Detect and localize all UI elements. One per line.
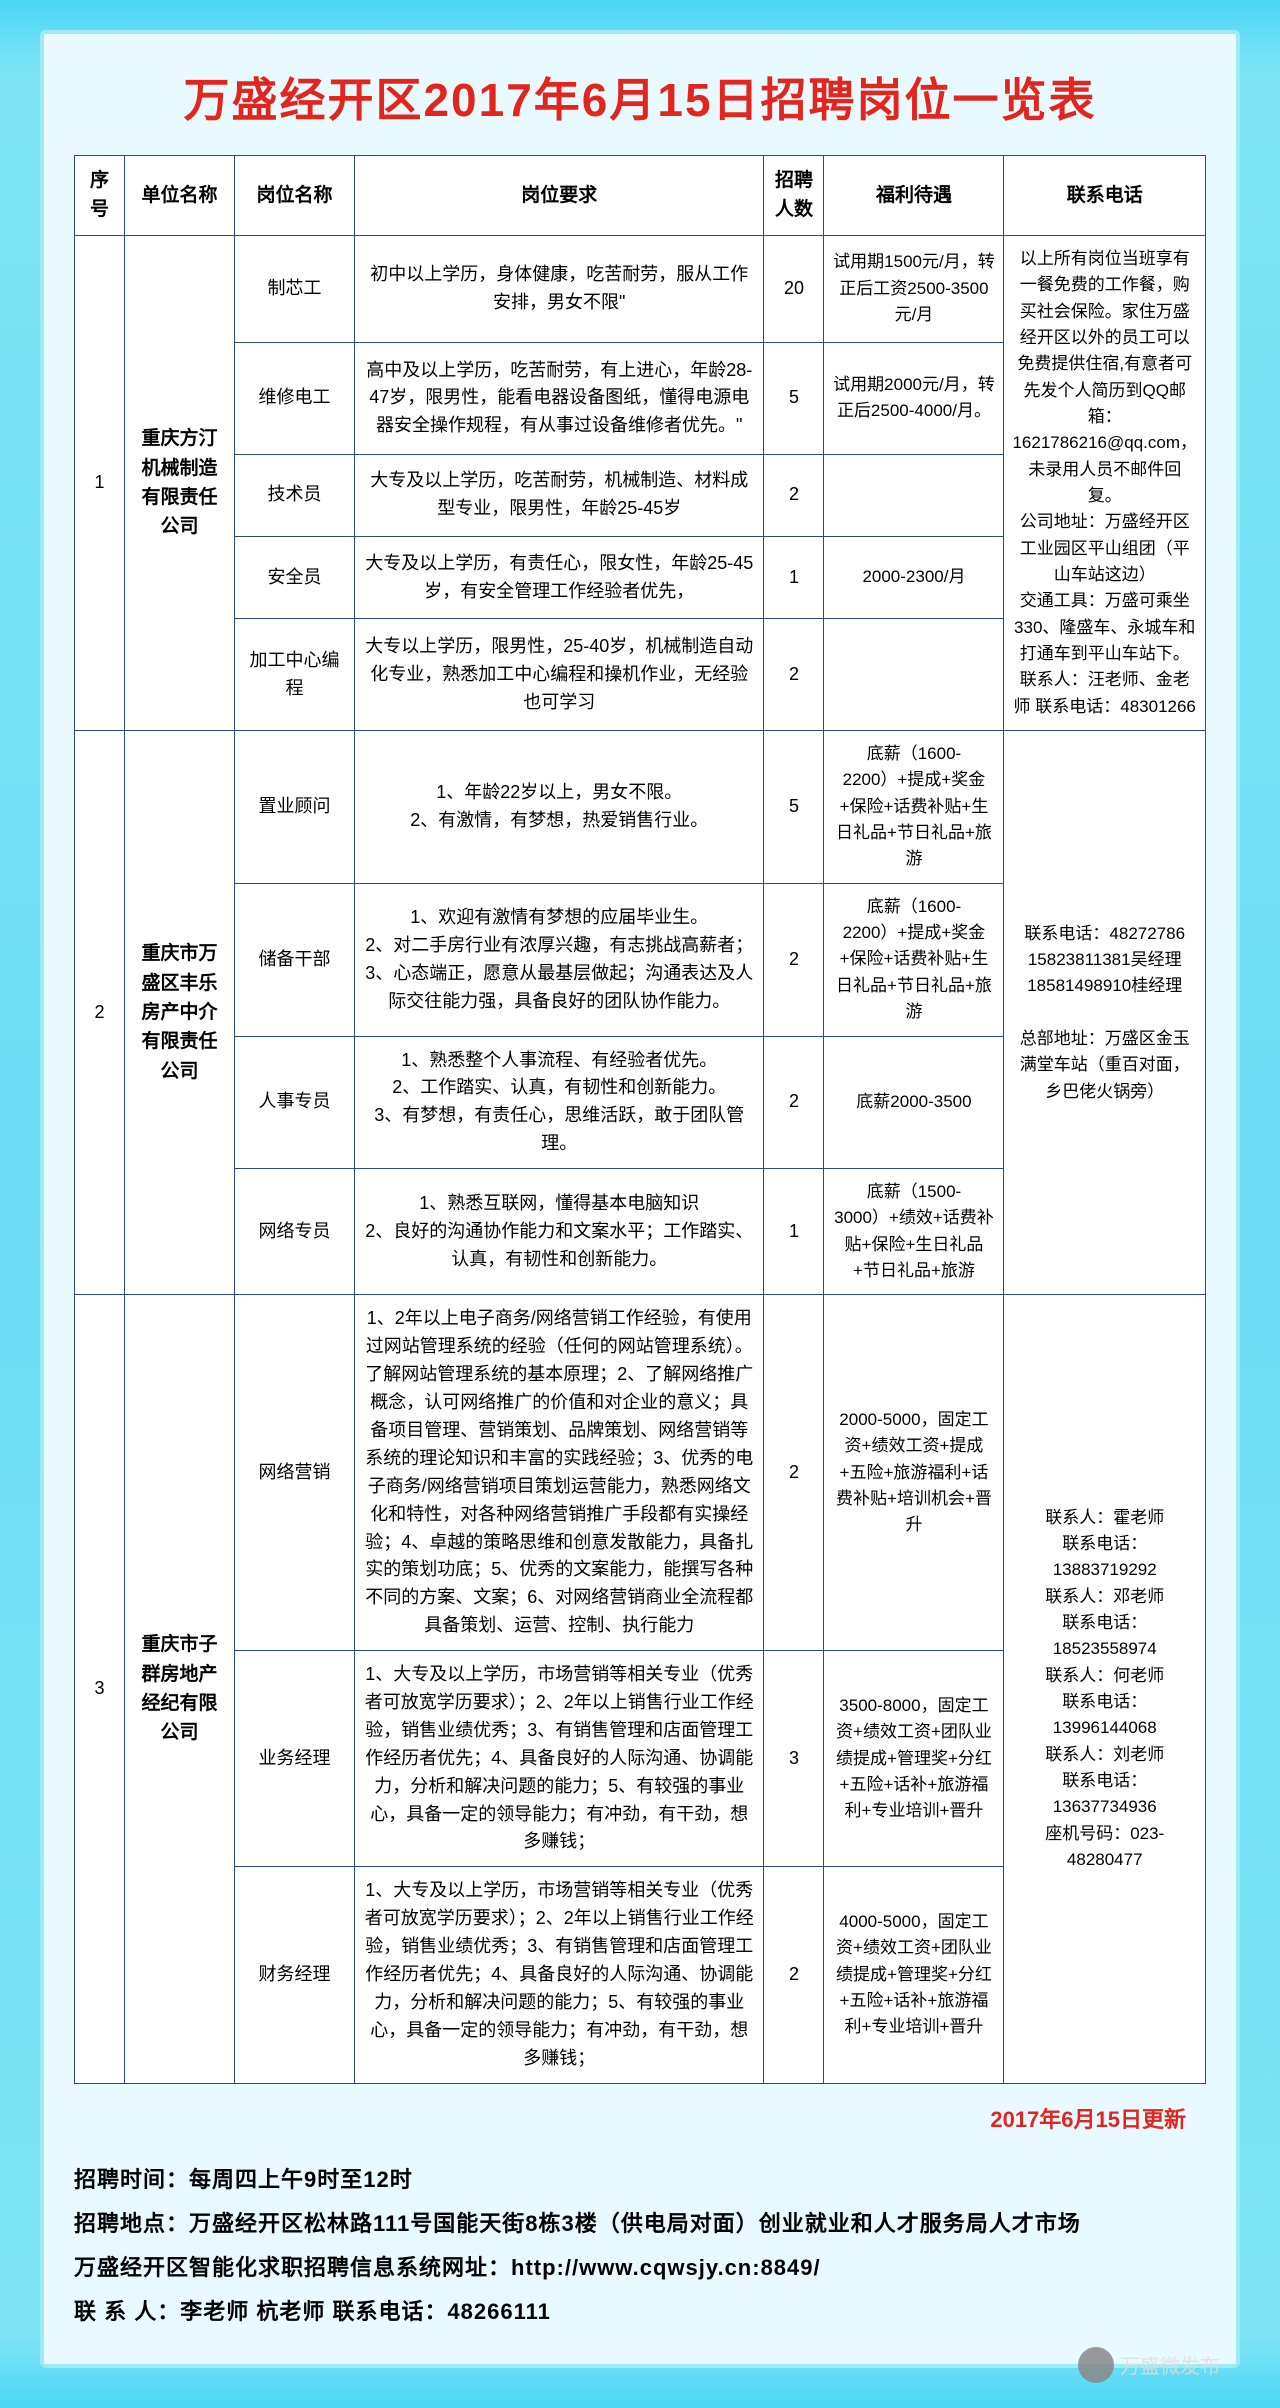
table-row: 2重庆市万盛区丰乐房产中介有限责任公司置业顾问1、年龄22岁以上，男女不限。 2…: [75, 731, 1206, 884]
cell-position: 业务经理: [235, 1651, 355, 1867]
cell-requirement: 大专及以上学历，有责任心，限女性，年龄25-45岁，有安全管理工作经验者优先，: [355, 536, 764, 618]
cell-benefit: 底薪（1600-2200）+提成+奖金+保险+话费补贴+生日礼品+节日礼品+旅游: [824, 731, 1004, 884]
col-benefit: 福利待遇: [824, 156, 1004, 236]
cell-requirement: 1、年龄22岁以上，男女不限。 2、有激情，有梦想，热爱销售行业。: [355, 731, 764, 884]
cell-benefit: 底薪2000-3500: [824, 1036, 1004, 1169]
col-contact: 联系电话: [1004, 156, 1206, 236]
cell-company: 重庆市子群房地产经纪有限公司: [125, 1295, 235, 2083]
cell-position: 置业顾问: [235, 731, 355, 884]
cell-benefit: 2000-5000，固定工资+绩效工资+提成+五险+旅游福利+话费补贴+培训机会…: [824, 1295, 1004, 1651]
col-no: 序号: [75, 156, 125, 236]
job-table: 序号 单位名称 岗位名称 岗位要求 招聘人数 福利待遇 联系电话 1重庆方汀机械…: [74, 155, 1206, 2084]
cell-no: 3: [75, 1295, 125, 2083]
cell-position: 网络营销: [235, 1295, 355, 1651]
poster-container: 万盛经开区2017年6月15日招聘岗位一览表 序号 单位名称 岗位名称 岗位要求…: [40, 30, 1240, 2368]
cell-position: 制芯工: [235, 235, 355, 342]
cell-count: 20: [764, 235, 824, 342]
table-row: 1重庆方汀机械制造有限责任公司制芯工初中以上学历，身体健康，吃苦耐劳，服从工作安…: [75, 235, 1206, 342]
footer-line: 联 系 人：李老师 杭老师 联系电话：48266111: [74, 2290, 1206, 2334]
footer-line: 招聘地点：万盛经开区松林路111号国能天街8栋3楼（供电局对面）创业就业和人才服…: [74, 2202, 1206, 2246]
cell-count: 2: [764, 883, 824, 1036]
col-position: 岗位名称: [235, 156, 355, 236]
cell-position: 技术员: [235, 454, 355, 536]
cell-position: 人事专员: [235, 1036, 355, 1169]
cell-count: 2: [764, 454, 824, 536]
cell-count: 1: [764, 1169, 824, 1295]
cell-requirement: 1、熟悉整个人事流程、有经验者优先。 2、工作踏实、认真，有韧性和创新能力。 3…: [355, 1036, 764, 1169]
cell-position: 储备干部: [235, 883, 355, 1036]
cell-no: 1: [75, 235, 125, 730]
cell-requirement: 1、2年以上电子商务/网络营销工作经验，有使用过网站管理系统的经验（任何的网站管…: [355, 1295, 764, 1651]
cell-requirement: 大专以上学历，限男性，25-40岁，机械制造自动化专业，熟悉加工中心编程和操机作…: [355, 619, 764, 731]
cell-requirement: 大专及以上学历，吃苦耐劳，机械制造、材料成型专业，限男性，年龄25-45岁: [355, 454, 764, 536]
cell-count: 1: [764, 536, 824, 618]
cell-count: 2: [764, 619, 824, 731]
footer-info: 招聘时间：每周四上午9时至12时 招聘地点：万盛经开区松林路111号国能天街8栋…: [74, 2158, 1206, 2334]
cell-requirement: 初中以上学历，身体健康，吃苦耐劳，服从工作安排，男女不限": [355, 235, 764, 342]
cell-company: 重庆方汀机械制造有限责任公司: [125, 235, 235, 730]
cell-requirement: 1、大专及以上学历，市场营销等相关专业（优秀者可放宽学历要求）；2、2年以上销售…: [355, 1651, 764, 1867]
cell-benefit: 底薪（1500-3000）+绩效+话费补贴+保险+生日礼品+节日礼品+旅游: [824, 1169, 1004, 1295]
cell-contact: 联系电话：48272786 15823811381吴经理 18581498910…: [1004, 731, 1206, 1295]
update-note: 2017年6月15日更新: [74, 2102, 1186, 2134]
cell-count: 2: [764, 1867, 824, 2083]
cell-benefit: 试用期2000元/月，转正后2500-4000/月。: [824, 342, 1004, 454]
cell-contact: 联系人：霍老师 联系电话：13883719292 联系人：邓老师 联系电话：18…: [1004, 1295, 1206, 2083]
cell-position: 维修电工: [235, 342, 355, 454]
col-requirement: 岗位要求: [355, 156, 764, 236]
cell-benefit: 底薪（1600-2200）+提成+奖金+保险+话费补贴+生日礼品+节日礼品+旅游: [824, 883, 1004, 1036]
cell-benefit: 试用期1500元/月，转正后工资2500-3500元/月: [824, 235, 1004, 342]
cell-benefit: [824, 454, 1004, 536]
cell-count: 3: [764, 1651, 824, 1867]
table-row: 3重庆市子群房地产经纪有限公司网络营销1、2年以上电子商务/网络营销工作经验，有…: [75, 1295, 1206, 1651]
cell-position: 安全员: [235, 536, 355, 618]
page-title: 万盛经开区2017年6月15日招聘岗位一览表: [74, 64, 1206, 130]
wechat-watermark: 万盛微发布: [1078, 2347, 1220, 2383]
col-company: 单位名称: [125, 156, 235, 236]
cell-benefit: 2000-2300/月: [824, 536, 1004, 618]
footer-line: 招聘时间：每周四上午9时至12时: [74, 2158, 1206, 2202]
cell-requirement: 1、欢迎有激情有梦想的应届毕业生。 2、对二手房行业有浓厚兴趣，有志挑战高薪者；…: [355, 883, 764, 1036]
wechat-icon: [1078, 2347, 1114, 2383]
table-header-row: 序号 单位名称 岗位名称 岗位要求 招聘人数 福利待遇 联系电话: [75, 156, 1206, 236]
cell-position: 财务经理: [235, 1867, 355, 2083]
footer-line: 万盛经开区智能化求职招聘信息系统网址：http://www.cqwsjy.cn:…: [74, 2246, 1206, 2290]
cell-requirement: 1、熟悉互联网，懂得基本电脑知识 2、良好的沟通协作能力和文案水平；工作踏实、认…: [355, 1169, 764, 1295]
wechat-label: 万盛微发布: [1120, 2350, 1220, 2379]
cell-count: 2: [764, 1036, 824, 1169]
cell-benefit: 3500-8000，固定工资+绩效工资+团队业绩提成+管理奖+分红+五险+话补+…: [824, 1651, 1004, 1867]
cell-count: 5: [764, 731, 824, 884]
cell-benefit: 4000-5000，固定工资+绩效工资+团队业绩提成+管理奖+分红+五险+话补+…: [824, 1867, 1004, 2083]
cell-no: 2: [75, 731, 125, 1295]
cell-position: 网络专员: [235, 1169, 355, 1295]
cell-company: 重庆市万盛区丰乐房产中介有限责任公司: [125, 731, 235, 1295]
cell-requirement: 高中及以上学历，吃苦耐劳，有上进心，年龄28-47岁，限男性，能看电器设备图纸，…: [355, 342, 764, 454]
cell-count: 2: [764, 1295, 824, 1651]
cell-count: 5: [764, 342, 824, 454]
col-count: 招聘人数: [764, 156, 824, 236]
cell-benefit: [824, 619, 1004, 731]
cell-contact: 以上所有岗位当班享有一餐免费的工作餐，购买社会保险。家住万盛经开区以外的员工可以…: [1004, 235, 1206, 730]
cell-position: 加工中心编程: [235, 619, 355, 731]
cell-requirement: 1、大专及以上学历，市场营销等相关专业（优秀者可放宽学历要求）；2、2年以上销售…: [355, 1867, 764, 2083]
